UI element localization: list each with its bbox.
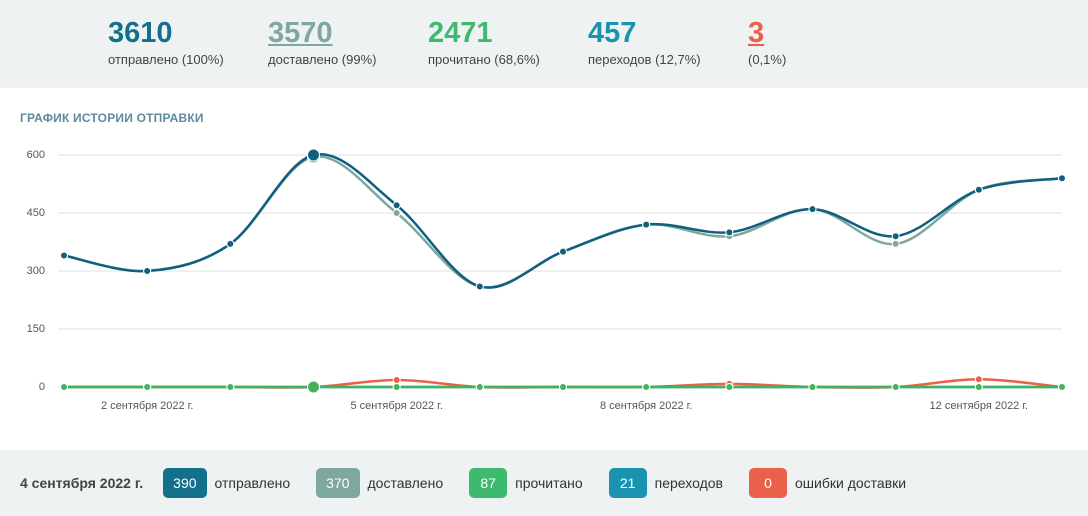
point (891, 383, 900, 391)
point (974, 375, 983, 384)
badge: 87 (469, 468, 508, 498)
stat-value: 3610 (108, 17, 173, 49)
point (642, 383, 651, 391)
point (307, 148, 320, 162)
stat: 3570 доставлено (99%) (268, 16, 376, 67)
footer-item: 87 прочитано (469, 468, 583, 498)
stat-label: переходов (12,7%) (588, 52, 701, 67)
footer-item: 370 доставлено (316, 468, 443, 498)
point (143, 383, 152, 391)
footer-date: 4 сентября 2022 г. (20, 475, 144, 491)
point (1058, 383, 1066, 391)
stat: 2471 прочитано (68,6%) (428, 16, 540, 67)
point (559, 247, 567, 256)
stat: 3 (0,1%) (748, 16, 786, 67)
footer-label: прочитано (515, 475, 583, 491)
point (392, 376, 401, 385)
point (559, 383, 567, 391)
point (725, 383, 734, 391)
point (307, 380, 320, 394)
point (475, 383, 484, 391)
footer-item: 21 переходов (608, 468, 723, 498)
point (1058, 174, 1066, 183)
point (60, 251, 68, 260)
point (891, 232, 900, 241)
y-tick-label: 300 (27, 265, 45, 277)
badge: 21 (608, 468, 647, 498)
point (226, 383, 235, 391)
stat-value: 3570 (268, 17, 333, 49)
y-tick-label: 600 (27, 149, 45, 161)
point (642, 220, 651, 229)
line (63, 155, 1063, 289)
point (392, 383, 401, 391)
point (392, 209, 401, 217)
footer-item: 390 отправлено (163, 468, 290, 498)
stat-value: 3 (748, 17, 765, 49)
chart: 0 150 300 450 600 2 сентября 2022 г. 5 сентябр… (27, 148, 1066, 412)
footer-item: 0 ошибки доставки (749, 468, 906, 498)
stats-bar: 3610 отправлено (100%) 3570 доставлено (99%… (0, 0, 1088, 88)
stat-label: прочитано (68,6%) (428, 52, 540, 67)
stat-label: отправлено (100%) (108, 52, 224, 67)
y-tick-label: 0 (39, 381, 45, 393)
point (808, 205, 817, 214)
point (808, 383, 817, 391)
y-tick-label: 450 (27, 207, 45, 219)
chart-title: ГРАФИК ИСТОРИИ ОТПРАВКИ (20, 111, 204, 125)
stat: 457 переходов (12,7%) (588, 16, 701, 67)
stat-value: 2471 (428, 17, 493, 49)
x-tick-label: 12 сентября 2022 г. (930, 400, 1029, 412)
point (974, 383, 983, 391)
line (63, 152, 1063, 289)
x-tick-label: 2 сентября 2022 г. (101, 400, 193, 412)
footer-label: ошибки доставки (795, 475, 907, 491)
point (725, 228, 734, 237)
badge: 390 (163, 468, 207, 498)
point (143, 267, 152, 275)
x-tick-label: 8 сентября 2022 г. (600, 400, 692, 412)
stat: 3610 отправлено (100%) (108, 16, 224, 67)
footer-label: переходов (654, 475, 723, 491)
point (475, 282, 484, 291)
point (392, 201, 401, 210)
footer-label: отправлено (214, 475, 291, 491)
stat-label: (0,1%) (748, 52, 787, 67)
stat-value: 457 (588, 17, 637, 49)
badge: 0 (749, 468, 787, 498)
point (974, 185, 983, 194)
badge: 370 (316, 468, 360, 498)
y-tick-label: 150 (27, 323, 45, 335)
point (891, 239, 900, 248)
point (60, 383, 68, 391)
footer: 4 сентября 2022 г. 390 отправлено 370 доста… (0, 450, 1088, 516)
point (226, 239, 235, 248)
stat-label: доставлено (99%) (268, 52, 377, 67)
footer-label: доставлено (367, 475, 444, 491)
x-tick-label: 5 сентября 2022 г. (350, 400, 442, 412)
